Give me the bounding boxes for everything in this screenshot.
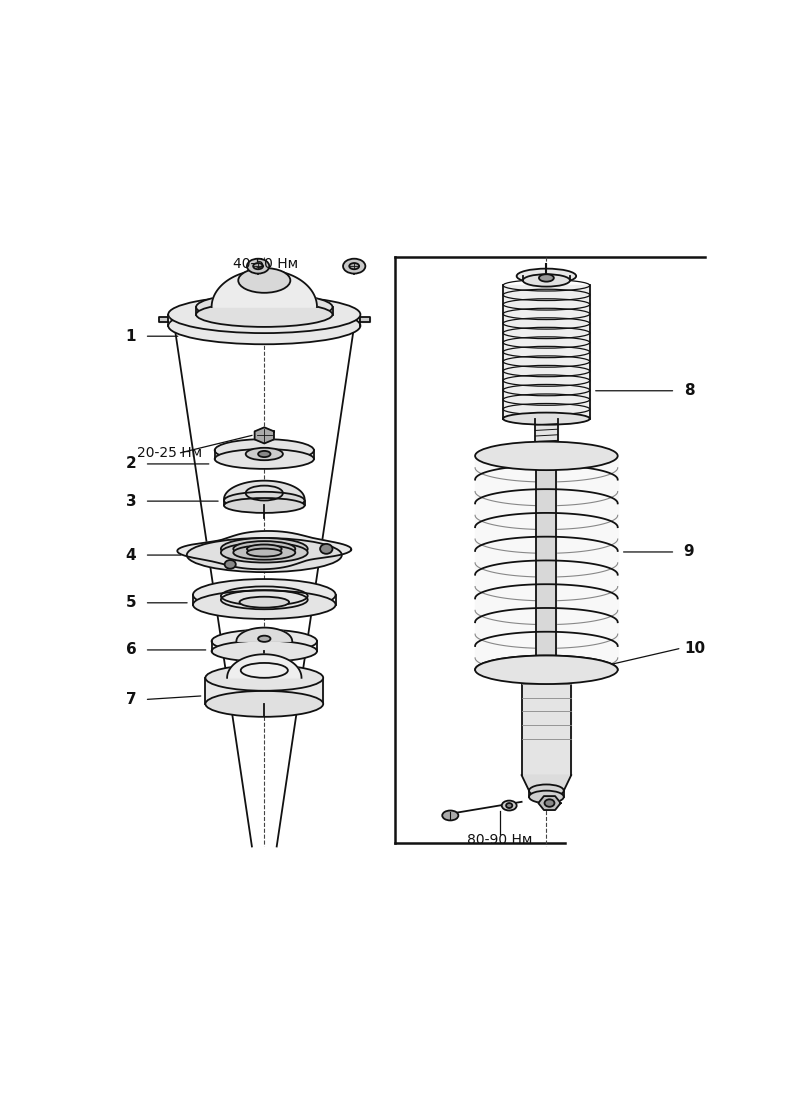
Text: 9: 9 — [684, 544, 694, 560]
Ellipse shape — [475, 442, 618, 470]
Ellipse shape — [475, 656, 618, 684]
Polygon shape — [503, 285, 590, 419]
Polygon shape — [254, 427, 274, 444]
Ellipse shape — [193, 590, 336, 619]
Ellipse shape — [320, 544, 333, 554]
Ellipse shape — [258, 636, 270, 642]
Ellipse shape — [502, 800, 517, 811]
Ellipse shape — [529, 790, 564, 803]
Ellipse shape — [539, 274, 554, 282]
Ellipse shape — [535, 448, 558, 457]
Text: 5: 5 — [126, 596, 136, 610]
Polygon shape — [211, 270, 317, 307]
Ellipse shape — [522, 668, 571, 679]
Ellipse shape — [196, 302, 333, 327]
Polygon shape — [537, 456, 556, 670]
Polygon shape — [522, 775, 571, 790]
Ellipse shape — [225, 560, 236, 568]
Ellipse shape — [234, 541, 295, 556]
Ellipse shape — [247, 259, 270, 273]
Ellipse shape — [247, 549, 282, 556]
Ellipse shape — [350, 263, 359, 269]
Ellipse shape — [187, 538, 342, 572]
Text: 40-50 Нм: 40-50 Нм — [234, 257, 298, 271]
Ellipse shape — [168, 296, 360, 333]
Polygon shape — [227, 655, 302, 678]
Ellipse shape — [168, 307, 360, 344]
Polygon shape — [535, 419, 558, 453]
Ellipse shape — [206, 665, 323, 691]
Text: 20-25 Нм: 20-25 Нм — [138, 446, 202, 460]
Ellipse shape — [523, 274, 570, 286]
Ellipse shape — [221, 538, 308, 560]
Text: 4: 4 — [126, 548, 136, 563]
Ellipse shape — [247, 544, 282, 553]
Polygon shape — [159, 317, 168, 322]
Ellipse shape — [239, 597, 289, 608]
Text: 7: 7 — [126, 692, 136, 707]
Text: 6: 6 — [126, 643, 136, 657]
Ellipse shape — [517, 269, 576, 283]
Ellipse shape — [238, 268, 290, 293]
Ellipse shape — [529, 785, 564, 797]
Polygon shape — [522, 673, 571, 775]
Ellipse shape — [214, 449, 314, 469]
Ellipse shape — [506, 803, 512, 808]
Ellipse shape — [214, 439, 314, 461]
Polygon shape — [178, 531, 351, 569]
Polygon shape — [538, 796, 561, 810]
Text: 80-90 Нм: 80-90 Нм — [467, 833, 533, 847]
Ellipse shape — [442, 811, 458, 821]
Text: 3: 3 — [126, 494, 136, 508]
Ellipse shape — [193, 579, 336, 610]
Ellipse shape — [545, 799, 554, 807]
Ellipse shape — [196, 293, 333, 320]
Ellipse shape — [343, 259, 366, 273]
Ellipse shape — [224, 498, 305, 513]
Text: 2: 2 — [126, 457, 136, 471]
Ellipse shape — [211, 630, 317, 653]
Ellipse shape — [211, 640, 317, 661]
Text: 10: 10 — [685, 640, 706, 656]
Polygon shape — [361, 317, 370, 322]
Ellipse shape — [206, 691, 323, 717]
Ellipse shape — [503, 412, 590, 425]
Ellipse shape — [234, 545, 295, 560]
Ellipse shape — [246, 448, 283, 460]
Polygon shape — [224, 481, 305, 500]
Text: 1: 1 — [126, 329, 136, 343]
Polygon shape — [206, 678, 323, 704]
Ellipse shape — [224, 492, 305, 509]
Text: 8: 8 — [684, 384, 694, 398]
Ellipse shape — [253, 263, 263, 269]
Ellipse shape — [221, 542, 308, 563]
Ellipse shape — [258, 451, 270, 457]
Polygon shape — [237, 627, 292, 642]
Polygon shape — [475, 456, 618, 670]
